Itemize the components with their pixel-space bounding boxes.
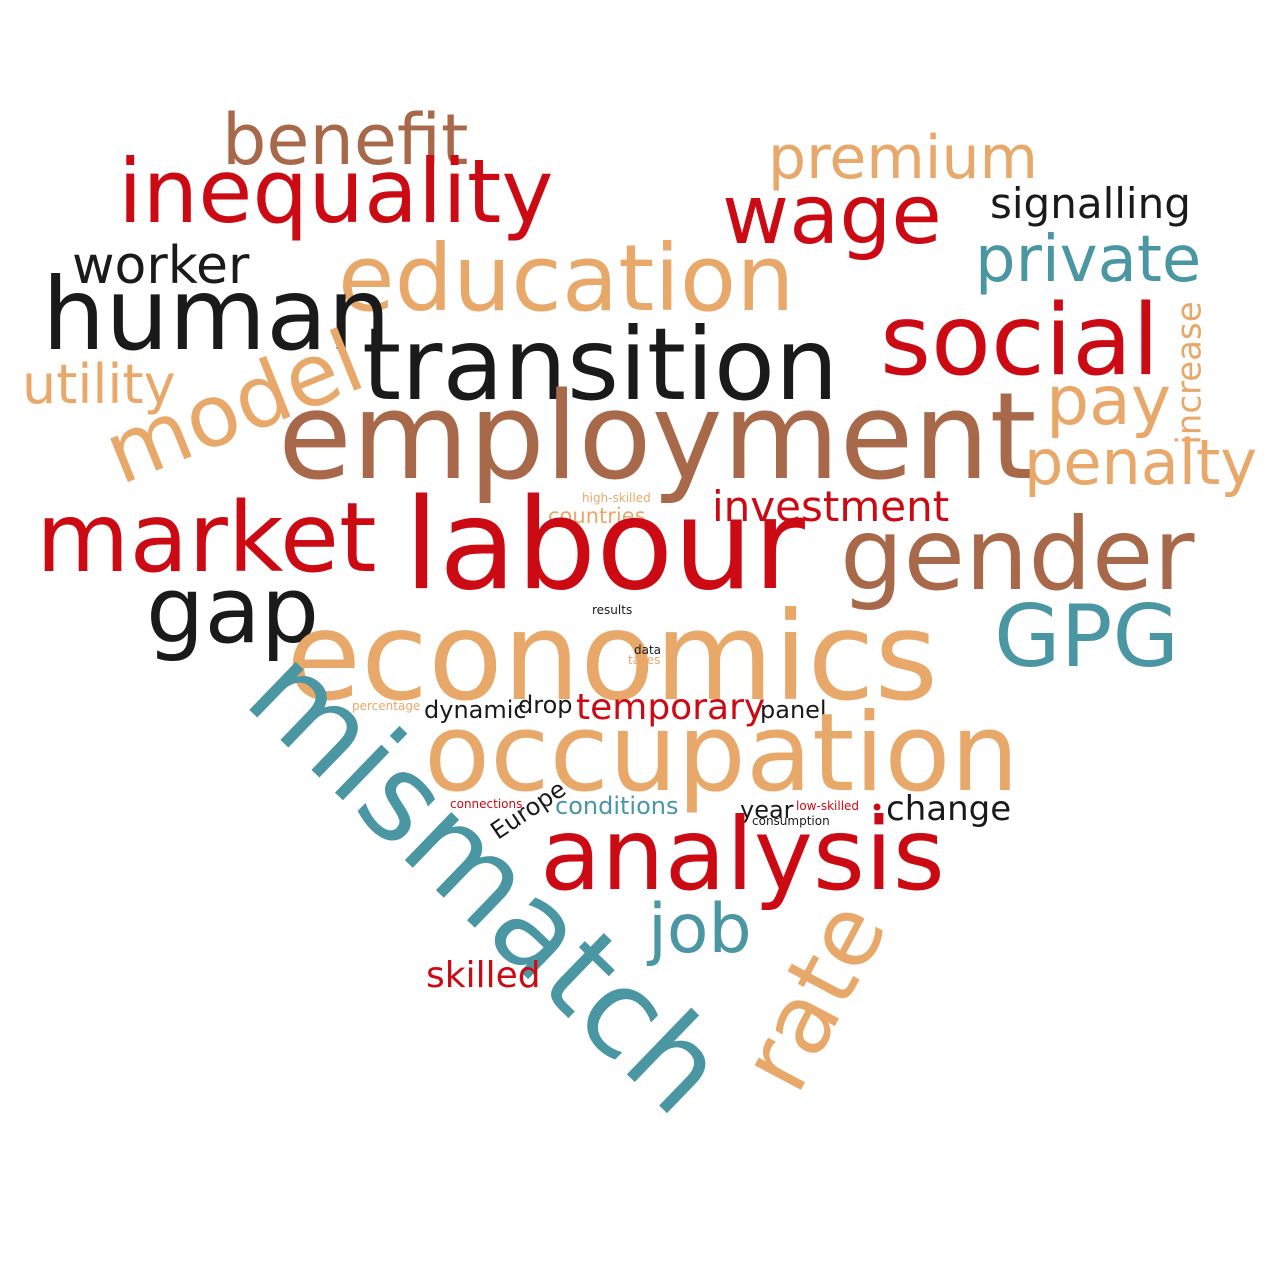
word-percentage: percentage [352,699,421,713]
word-social: social [880,284,1160,398]
word-signalling: signalling [990,179,1191,228]
word-consumption: consumption [752,814,830,828]
word-temporary: temporary [576,687,766,728]
word-utility: utility [22,353,176,416]
word-results: results [592,603,633,617]
word-transition: transition [362,306,839,423]
word-dynamic: dynamic [424,696,527,724]
word-economics: economics [286,586,939,728]
word-penalty: penalty [1024,426,1258,499]
word-inequality: inequality [118,140,554,243]
word-occupation: occupation [424,691,1019,816]
word-worker: worker [72,236,250,296]
word-gender: gender [840,496,1195,613]
word-skilled: skilled [426,955,541,996]
word-private: private [975,223,1202,297]
word-high-skilled: high-skilled [582,491,651,505]
word-investment: investment [712,482,950,531]
word-conditions: conditions [555,792,679,820]
word-dot: • [870,794,885,822]
word-increase: increase [1169,301,1210,445]
word-benefit: benefit [222,99,469,181]
word-employment: employment [278,368,1037,507]
word-change: change [886,789,1012,829]
word-panel: panel [760,696,827,724]
word-taxes: taxes [628,653,661,667]
word-market: market [36,482,377,594]
word-wage: wage [722,168,942,263]
word-premium: premium [768,123,1038,193]
word-countries: countries [548,504,646,528]
word-low-skilled: low-skilled [796,799,860,813]
word-job: job [648,890,752,969]
word-pay: pay [1046,362,1172,441]
word-gap: gap [146,557,320,664]
word-labour: labour [404,471,805,618]
word-gpg: GPG [994,587,1180,687]
word-data: data [634,643,662,657]
word-education: education [338,225,795,332]
word-year: year [740,796,794,824]
word-connections: connections [450,797,523,811]
word-human: human [42,256,391,373]
word-analysis: analysis [540,796,945,913]
word-drop: drop [518,691,573,719]
